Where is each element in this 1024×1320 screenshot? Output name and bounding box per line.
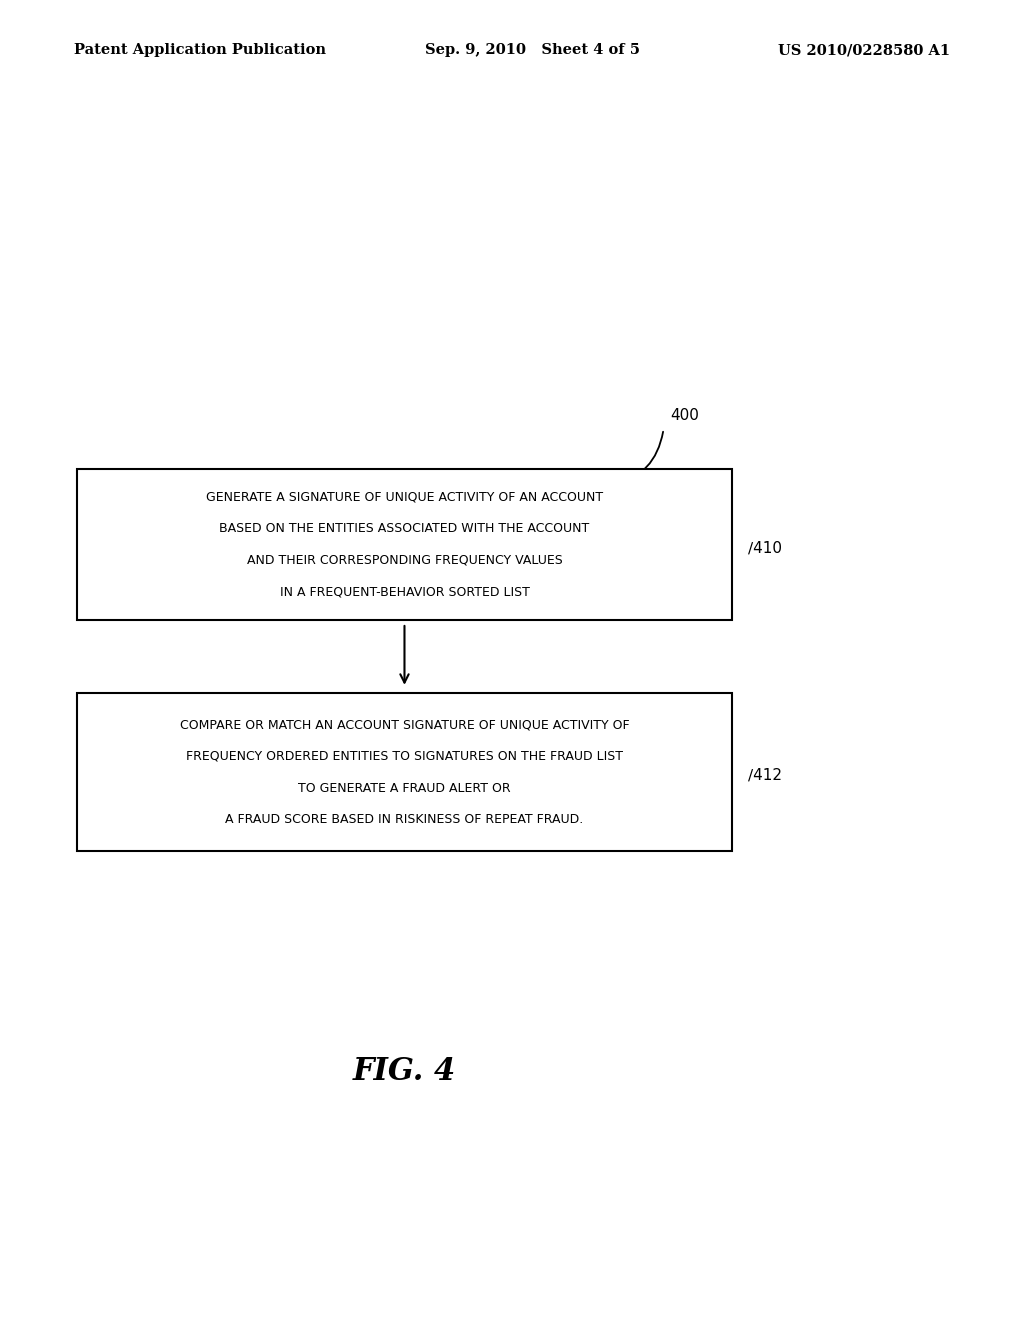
Text: AND THEIR CORRESPONDING FREQUENCY VALUES: AND THEIR CORRESPONDING FREQUENCY VALUES — [247, 554, 562, 566]
Text: GENERATE A SIGNATURE OF UNIQUE ACTIVITY OF AN ACCOUNT: GENERATE A SIGNATURE OF UNIQUE ACTIVITY … — [206, 491, 603, 503]
FancyArrowPatch shape — [614, 432, 664, 487]
Text: BASED ON THE ENTITIES ASSOCIATED WITH THE ACCOUNT: BASED ON THE ENTITIES ASSOCIATED WITH TH… — [219, 523, 590, 535]
Text: IN A FREQUENT-BEHAVIOR SORTED LIST: IN A FREQUENT-BEHAVIOR SORTED LIST — [280, 586, 529, 598]
Text: TO GENERATE A FRAUD ALERT OR: TO GENERATE A FRAUD ALERT OR — [298, 781, 511, 795]
Text: Patent Application Publication: Patent Application Publication — [74, 44, 326, 57]
Text: FREQUENCY ORDERED ENTITIES TO SIGNATURES ON THE FRAUD LIST: FREQUENCY ORDERED ENTITIES TO SIGNATURES… — [186, 750, 623, 763]
Text: COMPARE OR MATCH AN ACCOUNT SIGNATURE OF UNIQUE ACTIVITY OF: COMPARE OR MATCH AN ACCOUNT SIGNATURE OF… — [179, 718, 630, 731]
FancyBboxPatch shape — [77, 693, 732, 851]
Text: FIG. 4: FIG. 4 — [353, 1056, 456, 1088]
Text: ∕410: ∕410 — [748, 540, 781, 556]
FancyBboxPatch shape — [77, 469, 732, 620]
Text: Sep. 9, 2010   Sheet 4 of 5: Sep. 9, 2010 Sheet 4 of 5 — [425, 44, 640, 57]
Text: 400: 400 — [671, 408, 699, 424]
Text: ∕412: ∕412 — [748, 767, 781, 783]
Text: A FRAUD SCORE BASED IN RISKINESS OF REPEAT FRAUD.: A FRAUD SCORE BASED IN RISKINESS OF REPE… — [225, 813, 584, 826]
Text: US 2010/0228580 A1: US 2010/0228580 A1 — [778, 44, 950, 57]
